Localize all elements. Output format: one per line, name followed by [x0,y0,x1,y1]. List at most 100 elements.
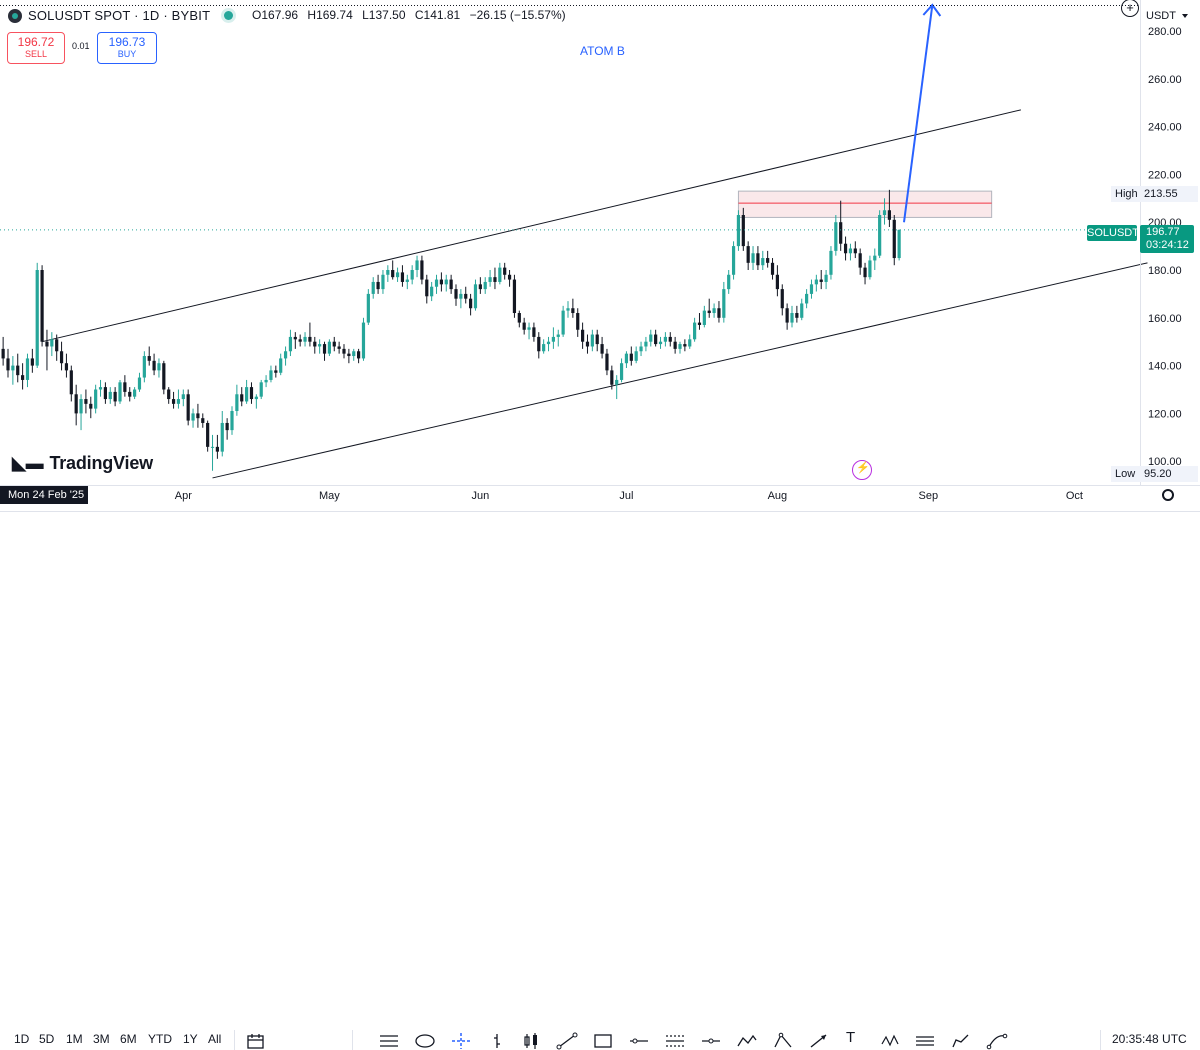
candle-body [186,394,190,421]
timeframe-1m[interactable]: 1M [66,1032,83,1046]
timeframe-all[interactable]: All [208,1032,222,1046]
candle-body [79,399,83,414]
tradingview-logo[interactable]: ◣▬ TradingView [12,453,153,474]
timeframe-ytd[interactable]: YTD [148,1032,172,1046]
add-icon[interactable]: + [1121,0,1139,17]
candle-body [770,262,775,275]
rectangle-icon[interactable] [592,1032,614,1050]
candle-body [395,272,400,278]
horizontal-line-icon[interactable] [628,1032,650,1050]
candle-body [722,289,726,318]
bottom-toolbar: 1D 5D 1M 3M 6M YTD 1Y All T 20:35:48 UTC [0,512,1200,1050]
candle-body [235,394,239,412]
ellipse-icon[interactable] [414,1032,436,1050]
candle-body [6,358,10,371]
candle-body [381,274,385,290]
text-icon[interactable]: T [846,1029,856,1046]
crosshair-icon[interactable] [450,1032,472,1050]
projection-arrow[interactable] [903,3,942,223]
table-icon[interactable] [914,1032,936,1050]
candle-body [279,358,283,373]
candle-body [196,413,200,419]
low-value-tag: 95.20 [1140,466,1198,482]
triangle-icon[interactable] [772,1032,794,1050]
bars-icon[interactable] [486,1032,508,1050]
candle-body [629,353,633,361]
candle-body [766,258,770,263]
candle-body [11,365,15,371]
gear-icon[interactable] [1162,489,1174,501]
candle-body [322,344,327,354]
bolt-icon[interactable] [852,460,872,480]
candle-body [527,327,531,330]
candle-body [897,229,901,259]
candle-body [483,281,487,290]
timeframe-1y[interactable]: 1Y [183,1032,198,1046]
x-tick-label: Oct [1066,490,1083,502]
candle-body [434,279,439,287]
x-tick-label: May [319,490,340,502]
trend-line-icon[interactable] [556,1032,578,1050]
high-value-tag: 213.55 [1140,186,1198,202]
candle-body [420,260,424,280]
brush-icon[interactable] [950,1032,972,1050]
timeframe-3m[interactable]: 3M [93,1032,110,1046]
lines-icon[interactable] [378,1032,400,1050]
candle-body [225,422,229,431]
candle-body [40,270,44,342]
candle-body [108,391,112,400]
arrow-tool-icon[interactable] [808,1032,830,1050]
candle-body [147,356,151,361]
path-icon[interactable] [880,1032,902,1050]
market-open-icon [224,11,233,20]
utc-clock[interactable]: 20:35:48 UTC [1112,1032,1187,1046]
candle-body [800,303,804,318]
time-axis[interactable]: Apr May Jun Jul Aug Sep Oct [0,5,1200,512]
chart-annotation[interactable]: ATOM B [580,44,625,58]
resistance-zone[interactable] [737,190,993,218]
fib-icon[interactable] [664,1032,686,1050]
pattern-icon[interactable] [736,1032,758,1050]
currency-selector[interactable]: USDT [1146,10,1188,22]
last-price-tag: 196.77 03:24:12 [1140,225,1194,253]
candle-body [590,334,594,347]
spread-value: 0.01 [72,41,90,51]
candles [1,189,901,471]
candle-body [376,281,380,290]
candles-icon[interactable] [520,1032,542,1050]
candle-body [201,418,205,423]
candle-body [113,391,117,402]
timeframe-6m[interactable]: 6M [120,1032,137,1046]
candle-body [717,308,721,318]
candle-body [649,334,653,342]
candle-body [863,267,867,278]
candle-body [858,253,862,268]
candle-body [556,334,560,337]
channel-lines[interactable] [41,109,1148,479]
chart-canvas[interactable]: 100.00120.00140.00160.00180.00200.00220.… [0,0,1200,512]
ohlc-values: O167.96 H169.74 L137.50 C141.81 −26.15 (… [252,8,566,22]
y-tick-label: 120.00 [1148,408,1182,420]
x-tick-label: Jun [471,490,489,502]
candle-body [181,394,185,400]
ray-icon[interactable] [700,1032,722,1050]
candle-body [683,344,687,347]
candle-body [805,293,809,304]
symbol-title[interactable]: SOLUSDT SPOT · 1D · BYBIT [28,8,211,23]
buy-button[interactable]: 196.73 BUY [97,32,157,64]
candle-body [512,279,517,314]
candle-body [264,379,268,383]
date-range-icon[interactable] [245,1032,267,1050]
candle-body [254,396,258,400]
candle-body [55,339,59,352]
candle-body [795,313,799,318]
sell-button[interactable]: 196.72 SELL [7,32,65,64]
symbol-logo-icon[interactable] [8,9,22,23]
timeframe-5d[interactable]: 5D [39,1032,55,1046]
curve-icon[interactable] [986,1032,1008,1050]
candle-body [35,270,39,366]
high-label: High [1111,186,1145,202]
timeframe-1d[interactable]: 1D [14,1032,30,1046]
candle-body [171,399,176,404]
candle-body [94,389,98,409]
